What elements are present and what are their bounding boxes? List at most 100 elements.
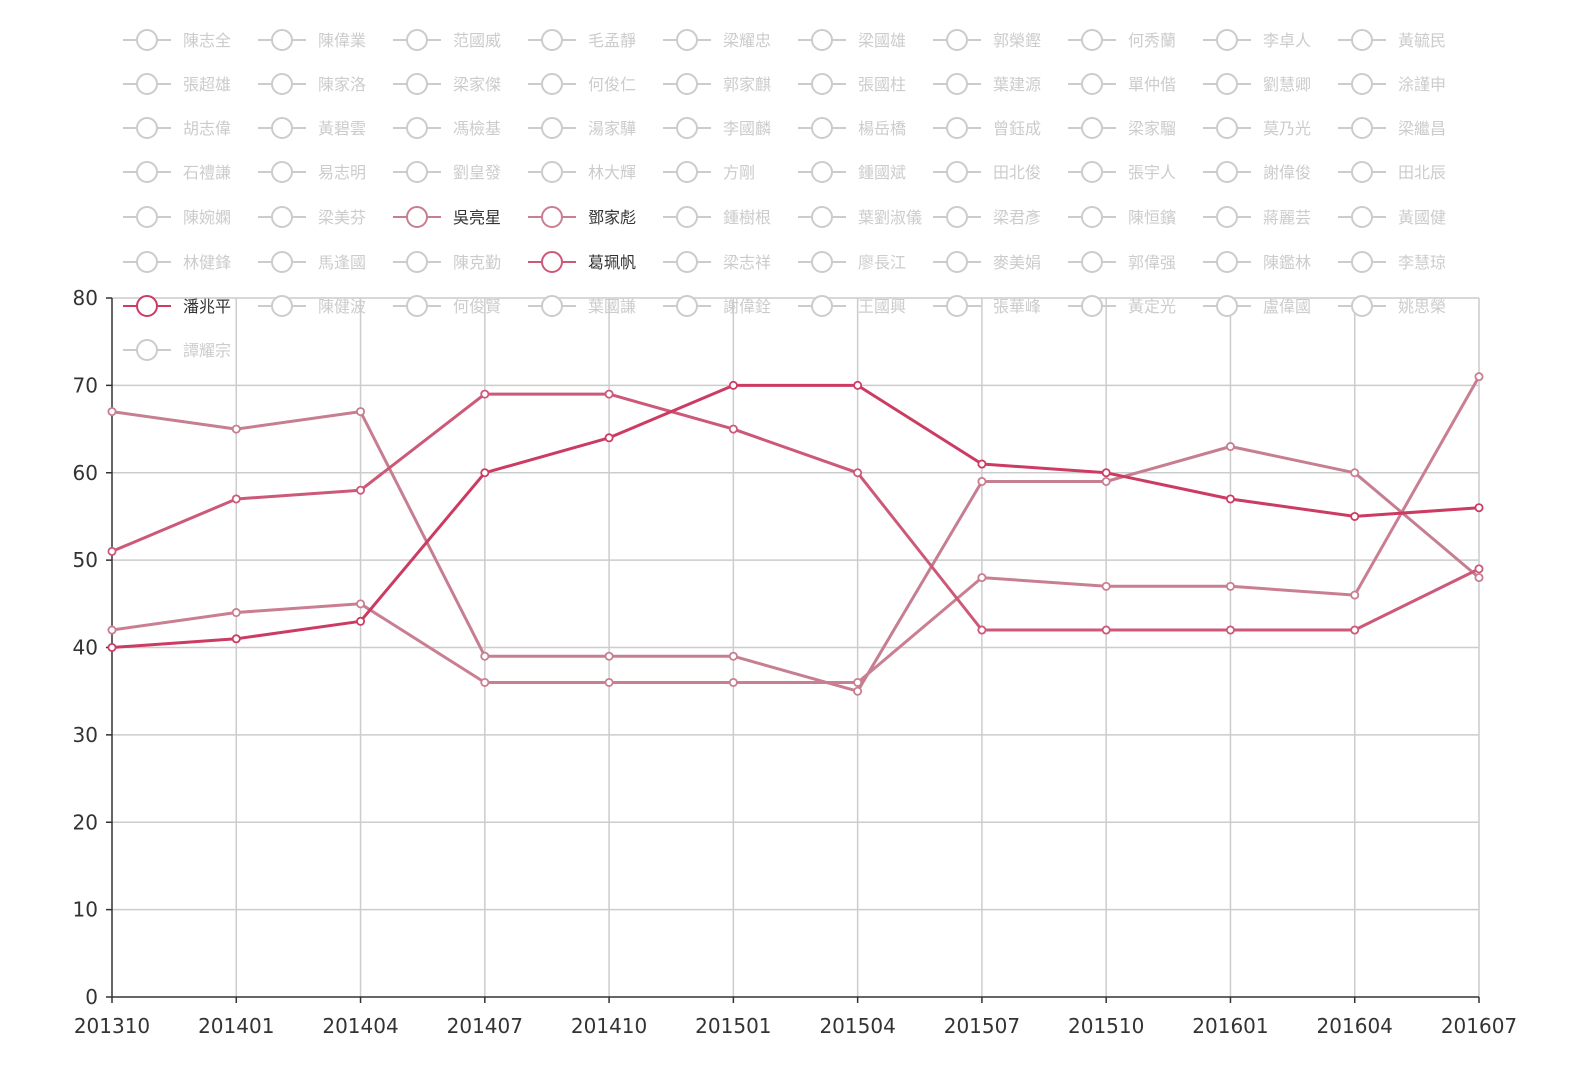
legend-item[interactable]: 鍾樹根 [663,206,771,228]
legend-item[interactable]: 謝偉銓 [663,295,771,317]
data-point [1101,476,1111,486]
x-tick-label: 201501 [695,1014,771,1038]
legend-item[interactable]: 黃定光 [1068,295,1176,317]
x-tick-label: 201507 [944,1014,1020,1038]
data-point [728,651,738,661]
legend-item[interactable]: 曾鈺成 [933,117,1041,139]
legend-item[interactable]: 馬逢國 [258,251,366,273]
legend-item[interactable]: 何俊賢 [393,295,501,317]
legend-item[interactable]: 葉劉淑儀 [798,206,922,228]
legend-item[interactable]: 梁國雄 [798,29,906,51]
legend-item[interactable]: 莫乃光 [1203,117,1311,139]
legend-item[interactable]: 陳健波 [258,295,366,317]
legend-circle-marker [676,117,698,139]
y-tick-label: 0 [85,985,98,1009]
legend-item[interactable]: 湯家驊 [528,117,636,139]
legend-item[interactable]: 范國威 [393,29,501,51]
legend-label: 王國興 [858,297,906,316]
legend-item[interactable]: 蔣麗芸 [1203,206,1311,228]
legend-item[interactable]: 王國興 [798,295,906,317]
legend-item[interactable]: 梁耀忠 [663,29,771,51]
legend-item[interactable]: 張華峰 [933,295,1041,317]
legend-item[interactable]: 石禮謙 [123,161,231,183]
legend-label: 鍾樹根 [723,208,771,227]
data-point [1350,590,1360,600]
legend-item[interactable]: 劉皇發 [393,161,501,183]
legend-item[interactable]: 李國麟 [663,117,771,139]
x-tick-label: 201310 [74,1014,150,1038]
legend-item[interactable]: 郭家麒 [663,73,771,95]
legend-item[interactable]: 潘兆平 [123,295,231,317]
legend-label: 梁君彥 [993,208,1041,227]
legend-item[interactable]: 何俊仁 [528,73,636,95]
legend-item[interactable]: 陳家洛 [258,73,366,95]
data-point [107,546,117,556]
legend-label: 劉慧卿 [1263,75,1311,94]
legend-item[interactable]: 梁志祥 [663,251,771,273]
legend-item[interactable]: 單仲偕 [1068,73,1176,95]
legend-circle-marker [946,117,968,139]
legend-circle-marker [676,251,698,273]
legend-item[interactable]: 廖長江 [798,251,906,273]
legend-item[interactable]: 陳克勤 [393,251,501,273]
legend-item[interactable]: 何秀蘭 [1068,29,1176,51]
x-tick-label: 201601 [1192,1014,1268,1038]
legend-item[interactable]: 李卓人 [1203,29,1311,51]
legend-item[interactable]: 涂謹申 [1338,73,1446,95]
legend-item[interactable]: 楊岳橋 [798,117,906,139]
data-point [853,468,863,478]
legend-item[interactable]: 易志明 [258,161,366,183]
legend-circle-marker [811,251,833,273]
legend-item[interactable]: 陳婉嫻 [123,206,231,228]
legend-item[interactable]: 陳鑑林 [1203,251,1311,273]
legend-circle-marker [946,29,968,51]
legend-circle-marker [1351,29,1373,51]
data-point [107,407,117,417]
legend-item[interactable]: 田北俊 [933,161,1041,183]
legend-item[interactable]: 梁君彥 [933,206,1041,228]
legend-item[interactable]: 毛孟靜 [528,29,636,51]
legend-item[interactable]: 陳恒鑌 [1068,206,1176,228]
legend-item[interactable]: 田北辰 [1338,161,1446,183]
legend-item[interactable]: 陳偉業 [258,29,366,51]
legend-circle-marker [1081,161,1103,183]
legend-item[interactable]: 黃碧雲 [258,117,366,139]
legend-item[interactable]: 姚思榮 [1338,295,1446,317]
legend-item[interactable]: 梁繼昌 [1338,117,1446,139]
legend-circle-marker [271,206,293,228]
legend-item[interactable]: 吳亮星 [393,206,501,228]
legend-item[interactable]: 張超雄 [123,73,231,95]
data-point [1474,573,1484,583]
x-tick-label: 201607 [1441,1014,1517,1038]
legend-label: 陳家洛 [318,75,366,94]
legend-label: 張超雄 [183,75,231,94]
legend-item[interactable]: 林健鋒 [123,251,231,273]
legend-item[interactable]: 黃毓民 [1338,29,1446,51]
legend-item[interactable]: 盧偉國 [1203,295,1311,317]
legend-item[interactable]: 譚耀宗 [123,339,231,361]
legend-item[interactable]: 梁美芬 [258,206,366,228]
legend-item[interactable]: 葛珮帆 [528,251,636,273]
legend-item[interactable]: 葉建源 [933,73,1041,95]
legend-item[interactable]: 鍾國斌 [798,161,906,183]
legend-item[interactable]: 郭偉强 [1068,251,1176,273]
legend-item[interactable]: 馮檢基 [393,117,501,139]
legend-item[interactable]: 梁家傑 [393,73,501,95]
legend-item[interactable]: 方剛 [663,161,755,183]
legend-item[interactable]: 陳志全 [123,29,231,51]
legend-item[interactable]: 張宇人 [1068,161,1176,183]
legend-item[interactable]: 胡志偉 [123,117,231,139]
legend-item[interactable]: 張國柱 [798,73,906,95]
legend-item[interactable]: 劉慧卿 [1203,73,1311,95]
legend-item[interactable]: 梁家騮 [1068,117,1176,139]
legend-item[interactable]: 葉國謙 [528,295,636,317]
legend-item[interactable]: 林大輝 [528,161,636,183]
legend-item[interactable]: 郭榮鏗 [933,29,1041,51]
legend-item[interactable]: 麥美娟 [933,251,1041,273]
legend-item[interactable]: 鄧家彪 [528,206,636,228]
legend-item[interactable]: 黃國健 [1338,206,1446,228]
legend-item[interactable]: 李慧琼 [1338,251,1446,273]
legend-label: 郭家麒 [723,75,771,94]
data-point [1350,625,1360,635]
legend-item[interactable]: 謝偉俊 [1203,161,1311,183]
